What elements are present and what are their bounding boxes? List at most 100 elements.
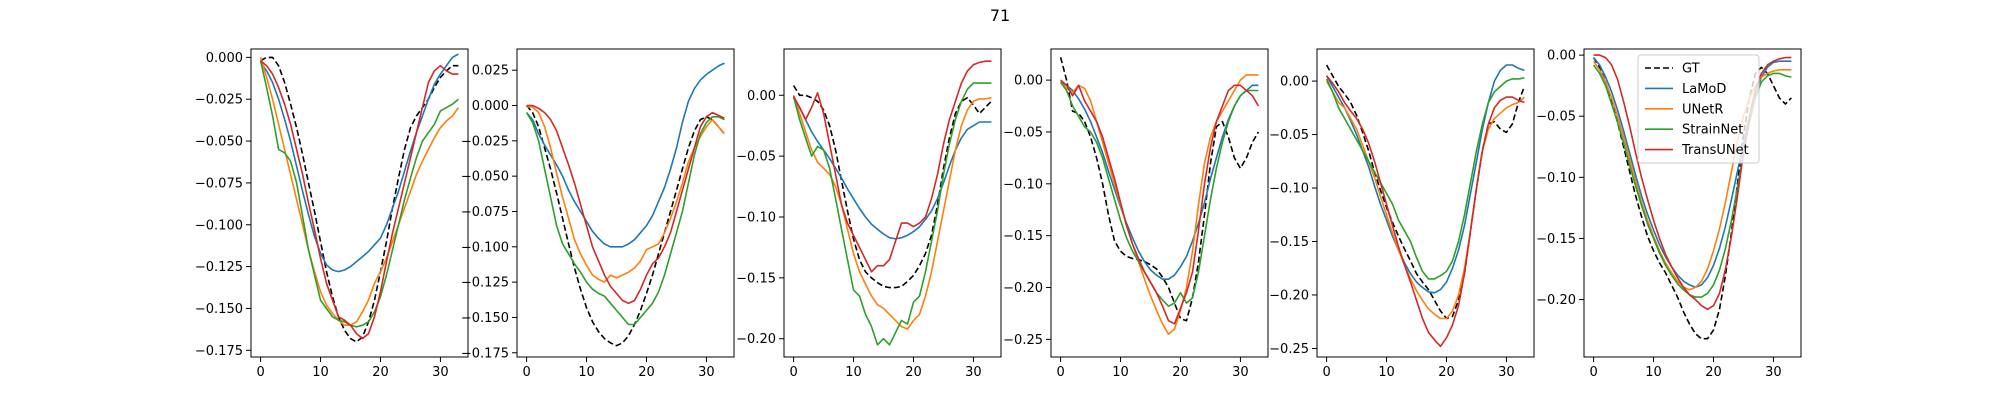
x-tick-label: 0 xyxy=(256,365,264,380)
axes-frame xyxy=(1316,48,1535,358)
series-line-strainnet xyxy=(1059,81,1259,308)
x-tick-label: 0 xyxy=(1056,365,1064,380)
series-line-lamod xyxy=(259,53,459,273)
plot-area xyxy=(1325,64,1526,348)
series-line-lamod xyxy=(1060,81,1259,281)
y-tick-label: −0.125 xyxy=(461,276,509,291)
x-tick-label: 10 xyxy=(1645,365,1662,380)
y-tick-label: −0.025 xyxy=(461,134,509,149)
y-tick-label: −0.175 xyxy=(461,346,509,361)
panel-4: 0 10 20 30 0.00 −0.05 −0.10 −0.15 −0.20 −0.25 xyxy=(1003,48,1269,380)
y-tick-label: −0.100 xyxy=(195,218,243,233)
series-line-transunet xyxy=(1060,79,1260,325)
y-tick-label: −0.150 xyxy=(461,311,509,326)
y-tick-label: −0.20 xyxy=(1269,288,1309,303)
plot-area xyxy=(792,60,992,346)
figure-title: 71 xyxy=(990,6,1010,25)
y-tick-label: 0.025 xyxy=(472,64,509,79)
y-tick-label: −0.025 xyxy=(195,93,243,108)
series-line-unetr xyxy=(1060,74,1259,336)
series-line-strainnet xyxy=(1325,77,1525,280)
series-line-gt xyxy=(792,85,992,289)
x-tick-label: 30 xyxy=(1765,365,1782,380)
series-line-gt xyxy=(260,56,459,343)
y-tick-label: 0.00 xyxy=(1280,75,1309,90)
x-tick-label: 0 xyxy=(789,365,797,380)
axes-frame xyxy=(1050,48,1269,358)
x-tick-label: 20 xyxy=(905,365,922,380)
y-tick-label: −0.20 xyxy=(1003,281,1043,296)
legend-label: UNetR xyxy=(1682,102,1723,117)
y-tick-label: 0.00 xyxy=(1547,49,1576,64)
x-tick-label: 10 xyxy=(578,365,595,380)
y-tick-label: −0.075 xyxy=(195,176,243,191)
legend-label: LaMoD xyxy=(1682,82,1726,97)
series-line-transunet xyxy=(1325,75,1525,348)
panel-3: 0 10 20 30 0.00 −0.05 −0.10 −0.15 −0.20 xyxy=(736,48,1002,380)
axes-frame xyxy=(783,48,1002,358)
plot-area xyxy=(1059,57,1260,336)
y-tick-label: −0.10 xyxy=(1003,177,1043,192)
panels: 0 10 20 300.000−0.025−0.050−0.075−0.100−0.1… xyxy=(195,48,1802,380)
x-tick-label: 30 xyxy=(432,365,449,380)
x-tick-label: 20 xyxy=(372,365,389,380)
legend-box xyxy=(1637,54,1760,164)
y-tick-label: −0.100 xyxy=(461,240,509,255)
y-tick-label: −0.15 xyxy=(1269,235,1309,250)
y-tick-label: −0.050 xyxy=(195,135,243,150)
panel-1: 0 10 20 30 0.000 −0.025 −0.050 −0.075 −0.100 −0.1… xyxy=(195,48,469,380)
x-tick-label: 10 xyxy=(1112,365,1129,380)
series-line-unetr xyxy=(1325,80,1525,320)
series-line-transunet xyxy=(526,104,725,305)
series-line-strainnet xyxy=(259,60,459,328)
y-tick-label: 0.000 xyxy=(206,51,243,66)
x-tick-label: 0 xyxy=(522,365,530,380)
series-line-gt xyxy=(525,104,726,347)
x-tick-label: 30 xyxy=(1498,365,1515,380)
panel-5: 0 10 20 30 0.00 −0.05 −0.10 −0.15 −0.20 −0.25 xyxy=(1269,48,1535,380)
legend-item-transunet: TransUNet xyxy=(1645,143,1749,158)
series-line-unetr xyxy=(259,57,460,327)
legend-item-strainnet: StrainNet xyxy=(1645,123,1743,138)
y-tick-label: 0.00 xyxy=(1014,74,1043,89)
y-tick-label: −0.10 xyxy=(1536,171,1576,186)
x-tick-label: 0 xyxy=(1322,365,1330,380)
x-tick-label: 20 xyxy=(638,365,655,380)
series-line-lamod xyxy=(1325,64,1525,294)
x-tick-label: 20 xyxy=(1172,365,1189,380)
x-tick-label: 30 xyxy=(965,365,982,380)
y-tick-label: −0.10 xyxy=(736,211,776,226)
x-tick-label: 0 xyxy=(1589,365,1597,380)
axes-frame xyxy=(1583,48,1802,358)
x-tick-label: 30 xyxy=(1232,365,1249,380)
y-tick-label: 0.00 xyxy=(747,89,776,104)
y-tick-label: −0.15 xyxy=(1003,229,1043,244)
y-tick-label: −0.05 xyxy=(1536,110,1576,125)
legend-label: StrainNet xyxy=(1682,123,1743,138)
y-tick-label: −0.125 xyxy=(195,260,243,275)
series-line-lamod xyxy=(525,62,725,248)
series-line-unetr xyxy=(792,95,992,330)
series-line-transunet xyxy=(260,60,459,340)
series-line-strainnet xyxy=(525,112,725,326)
y-tick-label: −0.150 xyxy=(195,302,243,317)
y-tick-label: −0.05 xyxy=(1003,125,1043,140)
y-tick-label: −0.05 xyxy=(1269,128,1309,143)
y-tick-label: −0.20 xyxy=(736,332,776,347)
legend-item-unetr: UNetR xyxy=(1645,102,1723,117)
y-tick-label: −0.05 xyxy=(736,150,776,165)
x-tick-label: 20 xyxy=(1705,365,1722,380)
y-tick-label: −0.20 xyxy=(1536,293,1576,308)
panel-6: 0 10 20 30 0.00 −0.05 −0.10 −0.15 −0.20 xyxy=(1536,48,1802,380)
series-line-strainnet xyxy=(792,82,992,346)
x-tick-label: 10 xyxy=(312,365,329,380)
series-line-lamod xyxy=(792,97,992,240)
y-tick-label: −0.15 xyxy=(736,271,776,286)
axes-frame xyxy=(250,48,469,358)
legend: GT LaMoD UNetR StrainNet TransUNet xyxy=(1637,54,1760,164)
legend-item-gt: GT xyxy=(1645,62,1700,77)
legend-label: TransUNet xyxy=(1681,143,1749,158)
series-line-transunet xyxy=(792,60,992,273)
plot-area xyxy=(525,62,726,347)
